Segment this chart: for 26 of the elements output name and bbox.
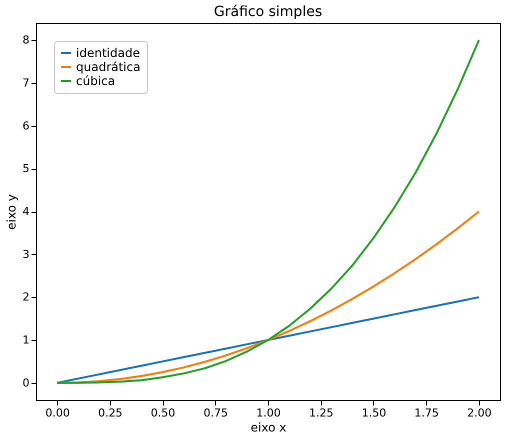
x-tick-label: 0.00 (45, 406, 70, 420)
x-tick-label: 0.75 (204, 406, 228, 420)
legend-label: quadrática (76, 60, 140, 74)
y-tick-label: 8 (22, 34, 30, 47)
line-series (56, 296, 480, 384)
x-axis-title: eixo x (250, 420, 286, 434)
x-tick-label: 1.00 (256, 406, 281, 420)
x-tick-label: 1.75 (414, 406, 439, 420)
x-tick-label: 1.25 (308, 406, 334, 420)
x-tick-label: 0.50 (150, 406, 176, 420)
y-tick-label: 4 (22, 205, 30, 218)
y-tick-label: 2 (22, 290, 30, 304)
x-tick-label: 0.25 (98, 406, 123, 420)
y-tick-label: 0 (22, 376, 30, 390)
y-tick-label: 6 (22, 119, 30, 132)
chart-title: Gráfico simples (214, 4, 322, 20)
y-axis-title: eixo y (4, 194, 18, 230)
y-tick-label: 3 (22, 248, 30, 261)
y-tick-label: 7 (22, 76, 30, 90)
legend-label: cúbica (76, 74, 116, 88)
y-tick-label: 5 (22, 162, 30, 176)
y-tick-label: 1 (22, 334, 30, 347)
x-tick-label: 2.00 (467, 406, 492, 420)
x-tick-label: 1.50 (362, 406, 386, 420)
legend-label: identidade (76, 46, 140, 60)
line-series (56, 39, 480, 384)
